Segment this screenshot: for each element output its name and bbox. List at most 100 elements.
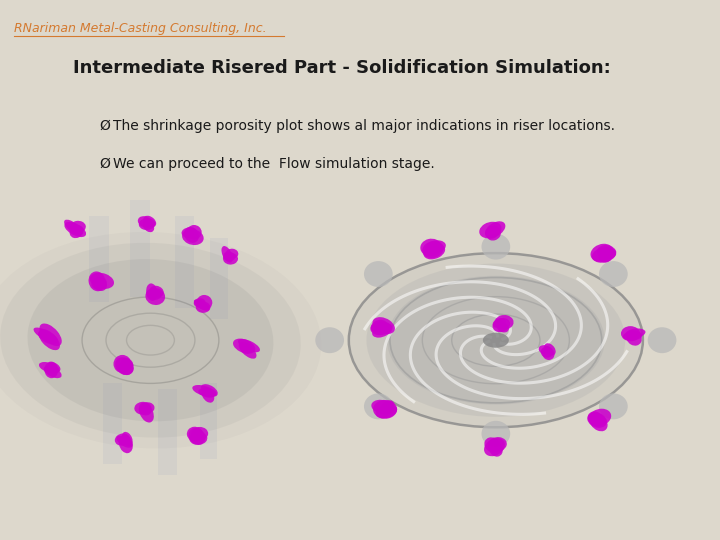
Ellipse shape	[426, 240, 446, 253]
Ellipse shape	[139, 218, 156, 230]
Ellipse shape	[223, 252, 235, 261]
Text: RNariman Metal-Casting Consulting, Inc.: RNariman Metal-Casting Consulting, Inc.	[14, 22, 266, 35]
Ellipse shape	[240, 343, 253, 354]
Ellipse shape	[371, 320, 387, 333]
Ellipse shape	[27, 259, 274, 421]
Ellipse shape	[38, 329, 60, 350]
Ellipse shape	[143, 215, 156, 227]
Ellipse shape	[135, 402, 151, 415]
Ellipse shape	[143, 220, 154, 232]
Ellipse shape	[348, 253, 643, 427]
Ellipse shape	[198, 388, 215, 398]
Bar	[103, 383, 122, 464]
Ellipse shape	[364, 394, 392, 420]
Ellipse shape	[91, 277, 107, 290]
Ellipse shape	[372, 323, 392, 338]
Ellipse shape	[489, 442, 503, 457]
Bar	[89, 216, 109, 302]
Ellipse shape	[94, 280, 107, 291]
Ellipse shape	[480, 222, 502, 238]
Ellipse shape	[118, 361, 133, 375]
Ellipse shape	[184, 227, 199, 243]
Ellipse shape	[225, 249, 238, 259]
Ellipse shape	[381, 400, 395, 413]
Ellipse shape	[115, 357, 134, 375]
Ellipse shape	[89, 272, 106, 291]
Ellipse shape	[40, 323, 62, 346]
Ellipse shape	[541, 347, 554, 357]
Ellipse shape	[45, 362, 58, 378]
Ellipse shape	[623, 331, 642, 341]
Ellipse shape	[387, 276, 605, 404]
Ellipse shape	[119, 435, 133, 453]
Ellipse shape	[114, 355, 131, 373]
Ellipse shape	[539, 345, 552, 355]
Ellipse shape	[70, 225, 84, 238]
Ellipse shape	[39, 362, 60, 374]
Ellipse shape	[364, 261, 392, 287]
Ellipse shape	[597, 245, 616, 259]
Bar	[158, 389, 177, 475]
Ellipse shape	[542, 348, 554, 360]
Ellipse shape	[487, 228, 501, 241]
Ellipse shape	[497, 322, 509, 333]
Ellipse shape	[189, 428, 205, 445]
Ellipse shape	[592, 247, 616, 263]
Ellipse shape	[588, 409, 611, 426]
Ellipse shape	[599, 394, 628, 420]
Ellipse shape	[64, 222, 86, 237]
Ellipse shape	[487, 437, 507, 452]
Ellipse shape	[485, 226, 500, 239]
Ellipse shape	[64, 220, 82, 235]
Ellipse shape	[146, 284, 158, 301]
Ellipse shape	[0, 243, 301, 437]
Bar	[130, 200, 150, 297]
Ellipse shape	[121, 358, 133, 369]
Ellipse shape	[492, 318, 510, 332]
Bar	[175, 216, 194, 308]
Ellipse shape	[366, 264, 625, 417]
Ellipse shape	[38, 330, 58, 345]
Ellipse shape	[0, 232, 321, 448]
Text: Intermediate Risered Part - Solidification Simulation:: Intermediate Risered Part - Solidificati…	[73, 59, 611, 77]
Text: Ø: Ø	[99, 157, 110, 171]
Ellipse shape	[196, 302, 210, 313]
Ellipse shape	[648, 327, 676, 353]
Ellipse shape	[150, 286, 163, 298]
Ellipse shape	[70, 221, 86, 233]
Ellipse shape	[146, 289, 161, 300]
Ellipse shape	[139, 406, 151, 415]
Ellipse shape	[192, 427, 208, 440]
Ellipse shape	[370, 321, 392, 335]
Ellipse shape	[117, 436, 132, 448]
Ellipse shape	[145, 288, 165, 305]
Ellipse shape	[482, 421, 510, 447]
Ellipse shape	[485, 437, 500, 453]
Ellipse shape	[484, 438, 505, 456]
Ellipse shape	[48, 362, 60, 372]
Ellipse shape	[372, 400, 395, 415]
Text: We can proceed to the  Flow simulation stage.: We can proceed to the Flow simulation st…	[113, 157, 435, 171]
Bar	[199, 383, 217, 459]
Ellipse shape	[495, 315, 513, 330]
Ellipse shape	[181, 227, 197, 238]
Ellipse shape	[223, 253, 238, 265]
Ellipse shape	[233, 339, 256, 354]
Ellipse shape	[34, 328, 58, 343]
Ellipse shape	[422, 241, 444, 258]
Ellipse shape	[588, 413, 607, 428]
Ellipse shape	[194, 298, 206, 308]
Ellipse shape	[588, 411, 603, 424]
Ellipse shape	[420, 239, 441, 256]
Ellipse shape	[182, 229, 204, 245]
Ellipse shape	[222, 246, 233, 262]
Ellipse shape	[201, 384, 217, 397]
Ellipse shape	[122, 432, 132, 446]
Ellipse shape	[589, 413, 608, 431]
Ellipse shape	[194, 300, 210, 310]
Ellipse shape	[139, 403, 154, 422]
Ellipse shape	[544, 343, 556, 355]
Ellipse shape	[187, 427, 203, 442]
Ellipse shape	[114, 434, 130, 445]
Ellipse shape	[599, 261, 628, 287]
